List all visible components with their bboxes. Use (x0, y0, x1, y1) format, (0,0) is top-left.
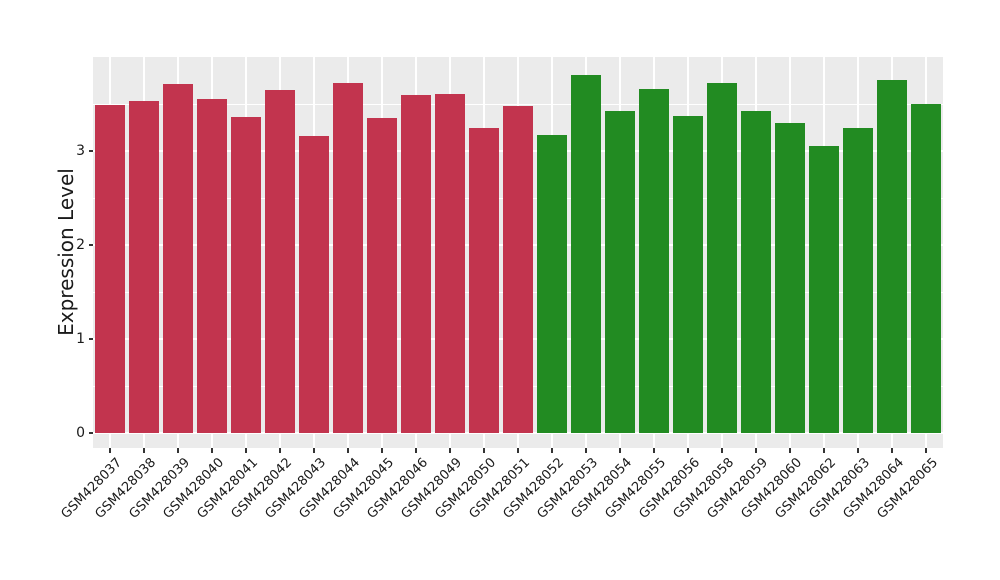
x-tick-mark (653, 448, 655, 453)
x-tick-mark (483, 448, 485, 453)
y-tick-label: 0 (76, 425, 85, 441)
y-tick-mark (89, 432, 93, 434)
bar-GSM428060 (775, 122, 805, 433)
plot-panel (93, 57, 943, 448)
bar-GSM428052 (537, 135, 567, 433)
x-tick-mark (687, 448, 689, 453)
x-tick-mark (245, 448, 247, 453)
x-tick-mark (721, 448, 723, 453)
bar-GSM428055 (639, 88, 669, 433)
x-tick-mark (177, 448, 179, 453)
y-tick-label: 1 (76, 331, 85, 347)
bar-GSM428045 (367, 118, 397, 433)
x-tick-mark (619, 448, 621, 453)
y-tick-label: 3 (76, 143, 85, 159)
bar-GSM428062 (809, 146, 839, 433)
x-tick-mark (891, 448, 893, 453)
bar-GSM428064 (877, 79, 907, 433)
x-tick-mark (925, 448, 927, 453)
x-tick-mark (109, 448, 111, 453)
bar-GSM428039 (163, 84, 193, 433)
x-tick-mark (551, 448, 553, 453)
bar-GSM428054 (605, 110, 635, 433)
x-tick-mark (347, 448, 349, 453)
bar-GSM428050 (469, 127, 499, 433)
bar-GSM428043 (299, 135, 329, 433)
y-tick-label: 2 (76, 237, 85, 253)
y-tick-mark (89, 338, 93, 340)
bar-GSM428046 (401, 94, 431, 433)
x-tick-mark (143, 448, 145, 453)
bar-GSM428049 (435, 93, 465, 433)
x-tick-mark (381, 448, 383, 453)
y-axis-title: Expression Level (54, 168, 78, 336)
x-tick-mark (755, 448, 757, 453)
x-tick-mark (517, 448, 519, 453)
x-tick-mark (313, 448, 315, 453)
bar-GSM428040 (197, 99, 227, 433)
x-tick-mark (211, 448, 213, 453)
x-tick-mark (415, 448, 417, 453)
y-tick-mark (89, 150, 93, 152)
bar-GSM428056 (673, 116, 703, 433)
x-tick-mark (449, 448, 451, 453)
x-tick-mark (823, 448, 825, 453)
bar-GSM428042 (265, 89, 295, 433)
bar-GSM428063 (843, 127, 873, 433)
bar-GSM428065 (911, 104, 941, 433)
x-tick-mark (279, 448, 281, 453)
bar-GSM428044 (333, 83, 363, 433)
bar-GSM428051 (503, 105, 533, 433)
y-tick-mark (89, 244, 93, 246)
x-tick-mark (857, 448, 859, 453)
bar-GSM428037 (95, 104, 125, 433)
bar-GSM428059 (741, 110, 771, 433)
bar-GSM428053 (571, 74, 601, 433)
x-tick-mark (585, 448, 587, 453)
x-tick-mark (789, 448, 791, 453)
bar-GSM428058 (707, 83, 737, 433)
bar-GSM428038 (129, 101, 159, 433)
bar-GSM428041 (231, 117, 261, 433)
